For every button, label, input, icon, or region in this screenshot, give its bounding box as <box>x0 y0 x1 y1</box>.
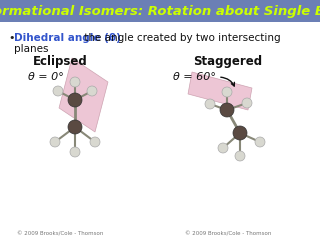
Polygon shape <box>59 58 108 132</box>
Text: Eclipsed: Eclipsed <box>33 55 87 68</box>
FancyBboxPatch shape <box>0 0 320 22</box>
Text: © 2009 Brooks/Cole - Thomson: © 2009 Brooks/Cole - Thomson <box>185 231 271 236</box>
Circle shape <box>242 98 252 108</box>
Circle shape <box>68 93 82 107</box>
Text: •: • <box>8 33 14 43</box>
Circle shape <box>220 103 234 117</box>
Circle shape <box>68 120 82 134</box>
FancyArrowPatch shape <box>221 77 234 86</box>
Circle shape <box>53 86 63 96</box>
Circle shape <box>70 147 80 157</box>
Circle shape <box>222 87 232 97</box>
Circle shape <box>87 86 97 96</box>
Circle shape <box>70 77 80 87</box>
Polygon shape <box>188 72 252 110</box>
Text: the angle created by two intersecting: the angle created by two intersecting <box>81 33 281 43</box>
Circle shape <box>205 99 215 109</box>
Circle shape <box>218 143 228 153</box>
Text: planes: planes <box>14 44 49 54</box>
Text: Staggered: Staggered <box>193 55 263 68</box>
Circle shape <box>235 151 245 161</box>
Text: Dihedral angle (θ): Dihedral angle (θ) <box>14 33 121 43</box>
Circle shape <box>90 137 100 147</box>
Text: θ = 0°: θ = 0° <box>28 72 64 82</box>
Text: θ = 60°: θ = 60° <box>173 72 216 82</box>
Circle shape <box>233 126 247 140</box>
Circle shape <box>50 137 60 147</box>
Text: Conformational Isomers: Rotation about Single Bonds: Conformational Isomers: Rotation about S… <box>0 5 320 18</box>
Text: © 2009 Brooks/Cole - Thomson: © 2009 Brooks/Cole - Thomson <box>17 231 103 236</box>
Circle shape <box>255 137 265 147</box>
